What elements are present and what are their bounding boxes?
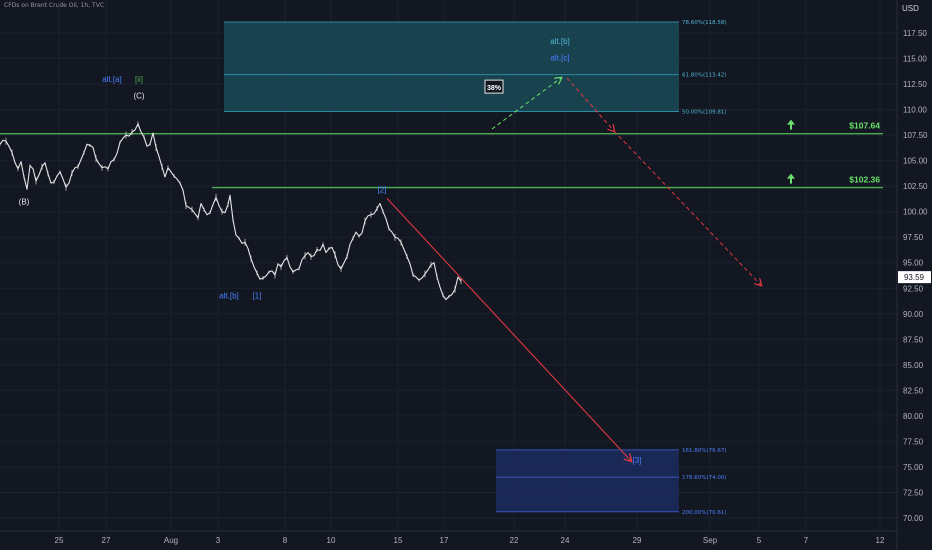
x-tick-label: 10 — [327, 536, 336, 545]
fib-label: 161.80%(76.67) — [682, 448, 727, 454]
y-tick-label: 85.00 — [903, 361, 924, 370]
price-line — [0, 123, 462, 301]
resistance-levels: $107.64 $102.36 — [0, 119, 883, 189]
percent-badge-label: 38% — [487, 85, 502, 92]
x-tick-label: 22 — [510, 536, 519, 545]
price-series — [0, 121, 462, 301]
target-zone-upper — [224, 21, 679, 112]
current-price-label: 93.59 — [904, 273, 925, 282]
x-tick-label: Aug — [164, 536, 178, 545]
wave-labels: alt.[a] [ii] (C) (B) alt.[b] [1] [2] alt.[b] alt… — [19, 37, 642, 465]
wave-label: alt.[b] — [550, 37, 570, 46]
fib-label: 200.00%(70.61) — [682, 510, 727, 516]
wave-label: [2] — [378, 185, 387, 194]
x-tick-label: 25 — [55, 536, 64, 545]
resistance-label: $107.64 — [849, 121, 880, 131]
up-arrow-icon — [787, 173, 795, 184]
y-tick-label: 80.00 — [903, 412, 924, 421]
up-arrow-icon — [787, 119, 795, 130]
y-tick-label: 82.50 — [903, 386, 924, 395]
current-price-box — [898, 271, 931, 284]
wave-label: (C) — [133, 91, 144, 100]
time-axis[interactable]: 25 27 Aug 3 8 10 15 17 22 24 29 Sep 5 7 12 — [0, 530, 897, 545]
y-tick-label: 107.50 — [903, 131, 928, 140]
wave-label: (B) — [19, 198, 30, 207]
fib-label: 78.60%(118.58) — [682, 20, 727, 26]
x-tick-label: 12 — [876, 536, 885, 545]
x-tick-label: 7 — [804, 536, 809, 545]
y-tick-label: 72.50 — [903, 488, 924, 497]
wave-label: [1] — [253, 291, 262, 300]
x-tick-label: 8 — [283, 536, 288, 545]
price-axis[interactable]: 117.50 115.00 112.50 110.00 107.50 105.00 102.… — [896, 0, 931, 550]
y-tick-label: 77.50 — [903, 437, 924, 446]
y-tick-label: 100.00 — [903, 208, 928, 217]
x-tick-label: Sep — [703, 536, 718, 545]
target-zones: 78.60%(118.58) 61.80%(113.42) 50.00%(109.8… — [224, 20, 727, 516]
x-tick-label: 24 — [561, 536, 570, 545]
main-bearish-arrow — [386, 198, 631, 460]
wave-label: alt.[a] — [102, 75, 122, 84]
y-tick-label: 90.00 — [903, 310, 924, 319]
y-tick-label: 102.50 — [903, 182, 928, 191]
x-tick-label: 27 — [102, 536, 111, 545]
wave-label: [3] — [633, 456, 642, 465]
y-tick-label: 87.50 — [903, 335, 924, 344]
alt-bearish-arrow-1 — [566, 77, 614, 131]
x-tick-label: 15 — [394, 536, 403, 545]
y-tick-label: 92.50 — [903, 284, 924, 293]
wave-label: [ii] — [135, 75, 143, 84]
y-tick-label: 95.00 — [903, 259, 924, 268]
fib-label: 178.60%(74.00) — [682, 475, 727, 481]
y-tick-label: 112.50 — [903, 80, 927, 89]
y-tick-label: 75.00 — [903, 463, 924, 472]
x-tick-label: 5 — [757, 536, 762, 545]
projection-arrows: 38% — [386, 77, 761, 461]
resistance-label: $102.36 — [849, 175, 880, 185]
y-tick-label: 97.50 — [903, 233, 924, 242]
x-tick-label: 29 — [633, 536, 642, 545]
alt-bullish-arrow — [491, 78, 561, 130]
currency-label: USD — [902, 4, 919, 13]
fib-label: 50.00%(109.81) — [682, 110, 727, 116]
symbol-title: CFDs on Brent Crude Oil, 1h, TVC — [4, 2, 105, 9]
grid-lines — [0, 0, 897, 531]
wave-label: alt.[c] — [550, 54, 569, 63]
y-tick-label: 110.00 — [903, 106, 927, 115]
x-tick-label: 3 — [216, 536, 221, 545]
y-tick-label: 70.00 — [903, 514, 924, 523]
y-tick-label: 115.00 — [903, 55, 927, 64]
y-tick-label: 117.50 — [903, 29, 927, 38]
target-zone-lower — [496, 449, 679, 512]
percent-badge-box — [484, 79, 504, 94]
y-tick-label: 105.00 — [903, 157, 928, 166]
alt-bearish-arrow-2 — [613, 130, 761, 285]
wave-label: alt.[b] — [219, 291, 239, 300]
fib-label: 61.80%(113.42) — [682, 73, 727, 79]
x-tick-label: 17 — [440, 536, 449, 545]
